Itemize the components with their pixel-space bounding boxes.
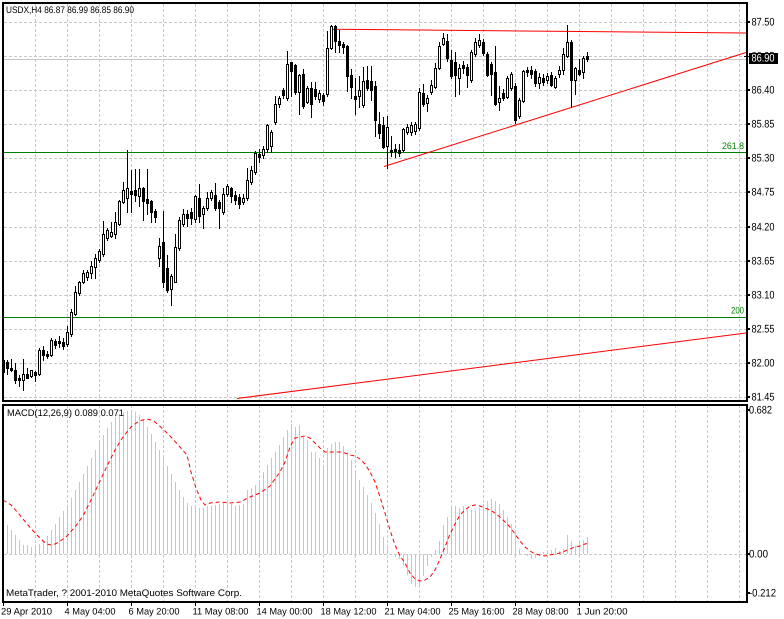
svg-text:6 May 20:00: 6 May 20:00 <box>129 607 180 618</box>
svg-text:87.50: 87.50 <box>752 17 775 29</box>
svg-text:4 May 04:00: 4 May 04:00 <box>65 607 116 618</box>
svg-text:1 Jun 20:00: 1 Jun 20:00 <box>577 607 628 618</box>
svg-text:200: 200 <box>731 306 744 317</box>
svg-text:83.10: 83.10 <box>752 290 775 302</box>
svg-text:86.90: 86.90 <box>752 53 775 65</box>
svg-text:261.8: 261.8 <box>722 141 744 152</box>
svg-text:81.45: 81.45 <box>752 392 775 404</box>
svg-text:25 May 16:00: 25 May 16:00 <box>449 607 505 618</box>
svg-text:29 Apr 2010: 29 Apr 2010 <box>1 607 52 618</box>
svg-text:-0.212: -0.212 <box>749 588 776 600</box>
svg-text:28 May 08:00: 28 May 08:00 <box>513 607 569 618</box>
svg-text:82.00: 82.00 <box>752 358 775 370</box>
svg-text:MACD(12,26,9) 0.089 0.071: MACD(12,26,9) 0.089 0.071 <box>7 408 124 419</box>
svg-text:USDX,H4 86.87 86.99 86.85 86.: USDX,H4 86.87 86.99 86.85 86.90 <box>6 5 134 16</box>
svg-text:0.00: 0.00 <box>749 549 768 561</box>
svg-text:85.30: 85.30 <box>752 153 775 165</box>
svg-text:85.85: 85.85 <box>752 119 775 131</box>
svg-text:86.40: 86.40 <box>752 85 775 97</box>
svg-text:11 May 08:00: 11 May 08:00 <box>193 607 249 618</box>
svg-text:18 May 12:00: 18 May 12:00 <box>321 607 377 618</box>
svg-text:0.682: 0.682 <box>749 405 772 417</box>
svg-text:83.65: 83.65 <box>752 256 775 268</box>
svg-text:84.75: 84.75 <box>752 187 775 199</box>
svg-text:MetaTrader, ? 2001-2010 MetaQu: MetaTrader, ? 2001-2010 MetaQuotes Softw… <box>6 588 242 599</box>
svg-text:21 May 04:00: 21 May 04:00 <box>385 607 441 618</box>
svg-text:14 May 00:00: 14 May 00:00 <box>257 607 313 618</box>
svg-text:82.55: 82.55 <box>752 324 775 336</box>
svg-text:84.20: 84.20 <box>752 222 775 234</box>
